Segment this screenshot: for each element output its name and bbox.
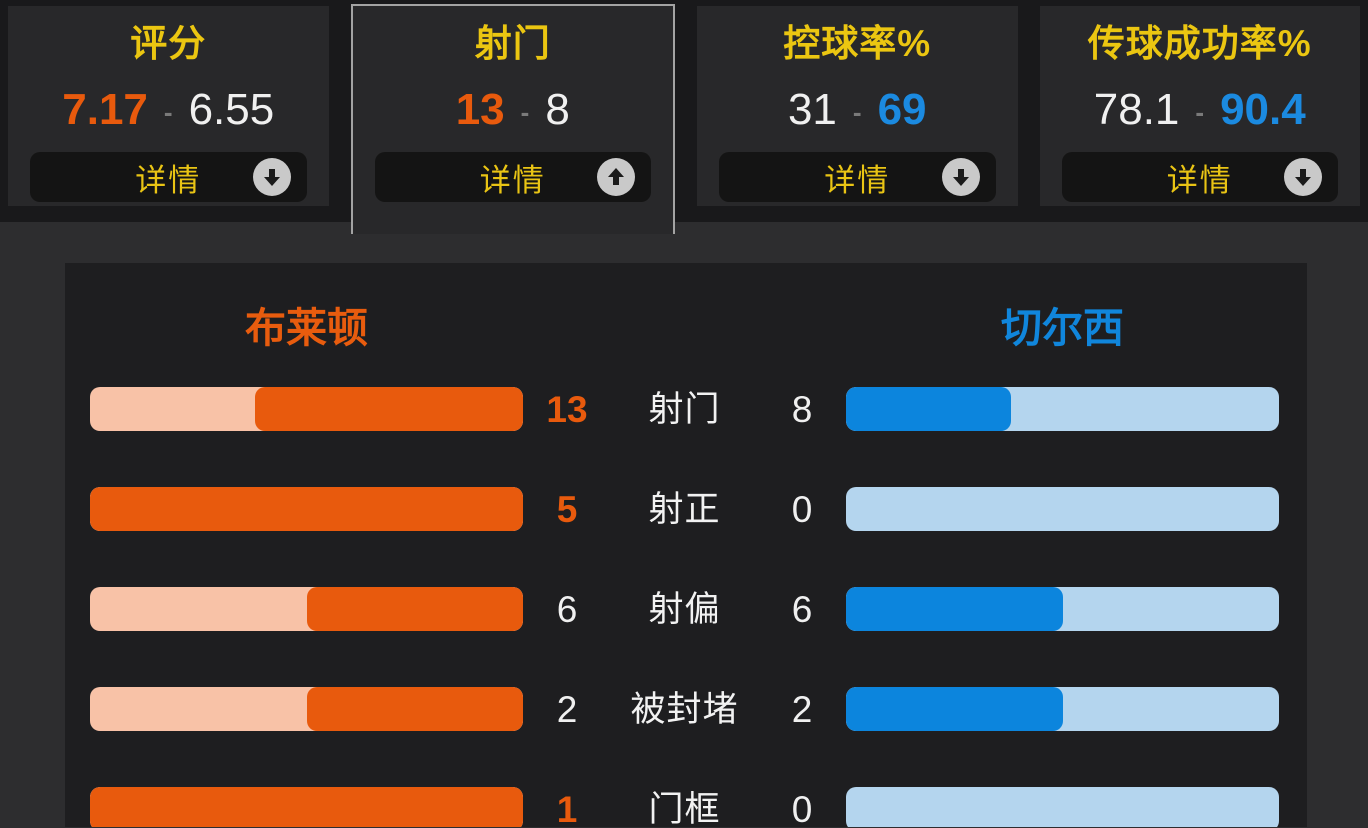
home-team-name: 布莱顿 xyxy=(245,304,368,351)
away-bar xyxy=(846,687,1279,731)
tab-score: 78.1 - 90.4 xyxy=(1094,88,1306,132)
away-stat-value: 6 xyxy=(791,588,813,630)
tab-title: 传球成功率% xyxy=(1087,23,1312,64)
home-stat-value: 2 xyxy=(556,688,578,730)
home-bar xyxy=(90,687,523,731)
home-bar xyxy=(90,787,523,827)
score-separator: - xyxy=(1195,97,1205,128)
stat-label: 门框 xyxy=(648,789,721,827)
stat-label: 被封堵 xyxy=(630,689,739,729)
home-value: 31 xyxy=(787,85,837,135)
tab-possession[interactable]: 控球率% 31 - 69 详情 xyxy=(697,6,1018,206)
home-bar-fill xyxy=(90,487,523,531)
home-bar-fill xyxy=(90,787,523,827)
away-stat-value: 0 xyxy=(791,488,813,530)
arrow-down-icon[interactable] xyxy=(1284,158,1322,197)
away-team-name: 切尔西 xyxy=(1001,304,1124,351)
details-button-label: 详情 xyxy=(479,162,546,198)
home-bar-fill xyxy=(306,687,523,731)
away-stat-value: 0 xyxy=(791,788,813,828)
stat-row-shots: 13 射门 8 xyxy=(65,359,1307,459)
details-button[interactable]: 详情 xyxy=(1061,152,1338,203)
tab-shots[interactable]: 射门 13 - 8 详情 xyxy=(350,4,675,234)
away-bar xyxy=(846,787,1279,827)
arrow-down-icon[interactable] xyxy=(252,158,291,197)
details-button[interactable]: 详情 xyxy=(30,152,307,203)
home-stat-value: 5 xyxy=(556,488,578,530)
home-bar-fill xyxy=(306,587,523,631)
team-names-row: 布莱顿 切尔西 xyxy=(65,263,1307,359)
home-stat-value: 1 xyxy=(556,788,578,828)
home-stat-value: 13 xyxy=(546,388,588,430)
home-stat-value: 6 xyxy=(556,588,578,630)
away-bar-fill xyxy=(846,387,1011,431)
away-bar xyxy=(846,587,1279,631)
home-value: 78.1 xyxy=(1093,85,1180,135)
tab-pass-accuracy[interactable]: 传球成功率% 78.1 - 90.4 详情 xyxy=(1039,6,1360,206)
details-button[interactable]: 详情 xyxy=(719,152,996,203)
tab-score: 13 - 8 xyxy=(456,88,570,132)
stats-tab-strip: 评分 7.17 - 6.55 详情 射门 13 - 8 详情 控球率% xyxy=(0,0,1368,234)
tab-score: 31 - 69 xyxy=(788,88,927,132)
shots-detail-panel: 布莱顿 切尔西 13 射门 8 5 射正 0 6 射偏 6 2 被封堵 2 1 … xyxy=(65,263,1307,827)
stat-label: 射门 xyxy=(648,389,721,429)
away-value: 8 xyxy=(545,85,570,135)
arrow-down-icon[interactable] xyxy=(941,158,980,197)
home-bar xyxy=(90,387,523,431)
away-value: 6.55 xyxy=(188,85,275,135)
home-bar-fill xyxy=(254,387,523,431)
away-bar xyxy=(846,487,1279,531)
stat-row-blocked: 2 被封堵 2 xyxy=(65,659,1307,759)
away-value: 69 xyxy=(877,85,927,135)
details-button[interactable]: 详情 xyxy=(374,152,651,203)
home-value: 7.17 xyxy=(62,85,148,135)
score-separator: - xyxy=(163,97,173,128)
tab-title: 评分 xyxy=(130,23,207,64)
details-button-label: 详情 xyxy=(1166,162,1233,198)
home-bar xyxy=(90,487,523,531)
tab-rating[interactable]: 评分 7.17 - 6.55 详情 xyxy=(8,6,329,206)
stat-row-woodwork: 1 门框 0 xyxy=(65,759,1307,827)
away-value: 90.4 xyxy=(1220,85,1306,135)
arrow-up-icon[interactable] xyxy=(597,158,635,197)
away-bar xyxy=(846,387,1279,431)
stat-row-on-target: 5 射正 0 xyxy=(65,459,1307,559)
away-bar-fill xyxy=(846,587,1063,631)
away-bar-fill xyxy=(846,687,1063,731)
tab-title: 控球率% xyxy=(783,23,932,64)
stat-row-off-target: 6 射偏 6 xyxy=(65,559,1307,659)
stat-label: 射正 xyxy=(648,489,721,529)
away-stat-value: 8 xyxy=(791,388,813,430)
score-separator: - xyxy=(852,97,862,128)
tab-title: 射门 xyxy=(474,23,551,64)
tab-score: 7.17 - 6.55 xyxy=(62,88,274,132)
away-stat-value: 2 xyxy=(791,688,813,730)
details-button-label: 详情 xyxy=(135,162,202,198)
home-value: 13 xyxy=(455,85,505,135)
score-separator: - xyxy=(520,97,530,128)
stat-label: 射偏 xyxy=(648,589,721,629)
details-button-label: 详情 xyxy=(824,162,891,198)
home-bar xyxy=(90,587,523,631)
